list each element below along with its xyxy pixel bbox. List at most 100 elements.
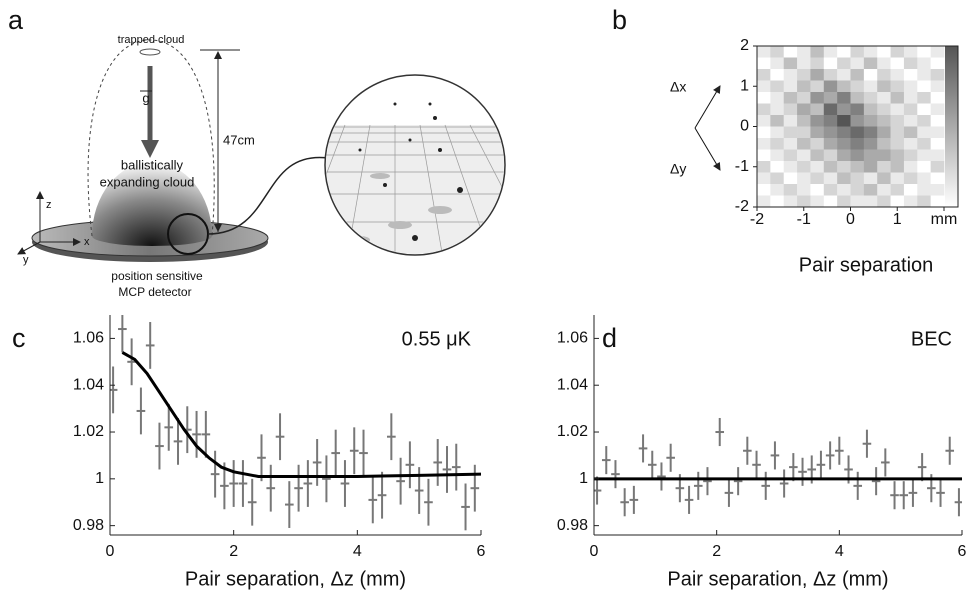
x-tick-label: -2 xyxy=(750,211,764,228)
heat-cell xyxy=(810,161,825,173)
heat-cell xyxy=(810,149,825,162)
heat-cell xyxy=(850,126,865,139)
heat-cell xyxy=(890,80,905,93)
heat-cell xyxy=(877,126,891,139)
heat-cell xyxy=(917,115,931,127)
heat-cell xyxy=(890,46,905,58)
gravity-label: g xyxy=(142,90,149,105)
heat-cell xyxy=(783,57,798,70)
heat-cell xyxy=(783,149,798,162)
heat-cell xyxy=(863,149,878,162)
heat-cell xyxy=(903,149,918,162)
heat-cell xyxy=(877,57,891,70)
heat-cell xyxy=(837,69,851,81)
heat-cell xyxy=(770,149,785,162)
heat-cell xyxy=(863,184,878,196)
y-tick-label: 0.98 xyxy=(557,517,588,534)
trajectory xyxy=(87,39,215,237)
heat-cell xyxy=(757,149,771,162)
heat-cell xyxy=(903,126,918,139)
heat-cell xyxy=(837,46,851,58)
heat-cell xyxy=(757,138,771,150)
heat-cell xyxy=(757,184,771,196)
y-tick-label: 1.06 xyxy=(73,330,104,347)
heat-cell xyxy=(890,103,905,116)
heat-cell xyxy=(797,115,811,127)
heat-cell xyxy=(770,57,785,70)
heat-cell xyxy=(783,69,798,81)
heat-cell xyxy=(797,92,811,104)
heat-cell xyxy=(917,92,931,104)
detector-label: MCP detector xyxy=(118,285,191,299)
heat-cell xyxy=(850,46,865,58)
height-label: 47cm xyxy=(223,132,255,147)
heat-cell xyxy=(810,184,825,196)
heat-cell xyxy=(863,46,878,58)
heat-cell xyxy=(770,69,785,81)
y-tick-label: 1.02 xyxy=(557,423,588,440)
heat-cell xyxy=(810,80,825,93)
heat-cell xyxy=(930,57,945,70)
heat-cell xyxy=(797,103,811,116)
y-tick-label: 1.04 xyxy=(557,376,588,393)
annotation: Δx xyxy=(670,79,686,95)
heat-cell xyxy=(770,126,785,139)
heat-cell xyxy=(850,172,865,185)
heat-cell xyxy=(850,69,865,81)
heat-cell xyxy=(930,92,945,104)
heat-cell xyxy=(917,46,931,58)
heat-cell xyxy=(837,138,851,150)
heat-cell xyxy=(930,115,945,127)
x-tick-label: 0 xyxy=(106,543,115,560)
plot-area xyxy=(110,315,481,531)
heat-cell xyxy=(890,57,905,70)
heat-cell xyxy=(863,115,878,127)
heat-cell xyxy=(850,161,865,173)
heat-cell xyxy=(823,92,838,104)
heat-cell xyxy=(810,195,825,208)
y-tick-label: 1.04 xyxy=(73,376,104,393)
heat-cell xyxy=(797,46,811,58)
y-tick-label: 2 xyxy=(740,37,749,54)
heat-cell xyxy=(783,103,798,116)
heat-cell xyxy=(770,161,785,173)
heat-cell xyxy=(930,184,945,196)
y-tick-label: 1 xyxy=(579,470,588,487)
heat-cell xyxy=(810,69,825,81)
heat-cell xyxy=(757,92,771,104)
heat-cell xyxy=(810,115,825,127)
heat-cell xyxy=(863,57,878,70)
heat-cell xyxy=(917,80,931,93)
heat-cell xyxy=(850,80,865,93)
trapped-cloud-label: trapped cloud xyxy=(118,34,185,46)
heat-cell xyxy=(903,46,918,58)
heat-cell xyxy=(797,138,811,150)
heat-cell xyxy=(823,195,838,208)
heat-cell xyxy=(917,57,931,70)
heat-cell xyxy=(863,195,878,208)
heat-cell xyxy=(877,172,891,185)
heat-cell xyxy=(890,138,905,150)
x-tick-label: 2 xyxy=(229,543,238,560)
heat-cell xyxy=(917,149,931,162)
cloud-label: ballistically xyxy=(121,157,184,172)
heat-cell xyxy=(863,172,878,185)
heat-cell xyxy=(757,115,771,127)
heat-cell xyxy=(917,195,931,208)
panel-label: a xyxy=(8,5,24,35)
heat-cell xyxy=(903,184,918,196)
heat-cell xyxy=(770,103,785,116)
trapped-cloud xyxy=(139,48,161,56)
heat-cell xyxy=(810,126,825,139)
heat-cell xyxy=(837,57,851,70)
heat-cell xyxy=(903,172,918,185)
direction-arrow xyxy=(694,85,721,129)
detector-label: position sensitive xyxy=(111,269,203,283)
heat-cell xyxy=(930,195,945,208)
heat-cell xyxy=(903,69,918,81)
heat-cell xyxy=(823,103,838,116)
heat-cell xyxy=(930,126,945,139)
heat-cell xyxy=(757,46,771,58)
x-axis-label: Pair separation, Δz (mm) xyxy=(667,568,888,590)
heat-cell xyxy=(770,172,785,185)
